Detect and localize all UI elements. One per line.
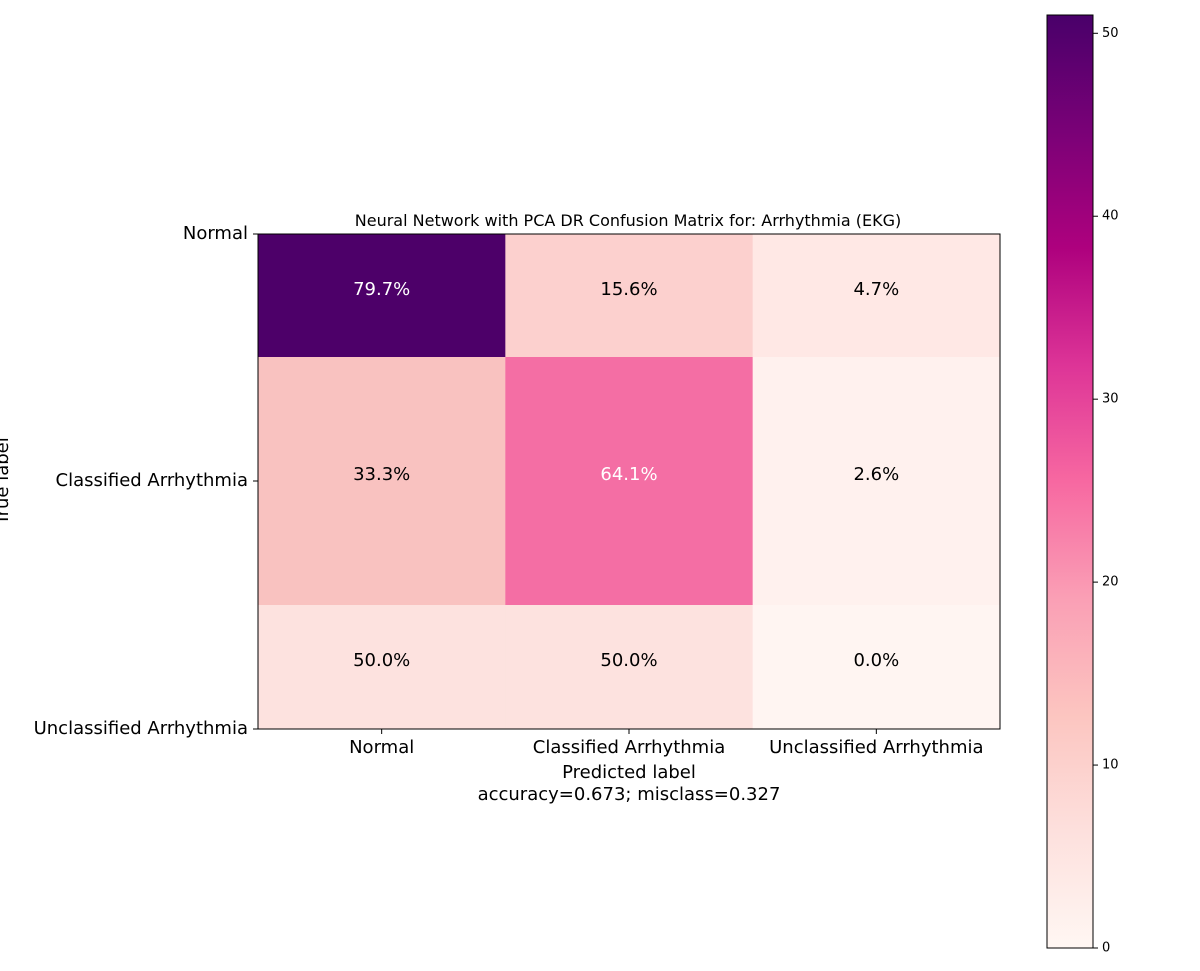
cell-value-label: 15.6% xyxy=(600,279,657,300)
colorbar: 0 10 20 30 40 50 xyxy=(1046,14,1119,956)
heatmap-cells xyxy=(258,234,1001,730)
cell-value-label: 2.6% xyxy=(853,464,899,485)
heatmap-cell xyxy=(752,357,1001,606)
cell-value-label: 50.0% xyxy=(600,650,657,671)
x-axis-ticks: Normal Classified Arrhythmia Unclassified … xyxy=(349,729,984,758)
heatmap-cell-labels: 79.7% 15.6% 4.7% 33.3% 64.1% 2.6% 50.0% 50.0% 0.… xyxy=(353,279,899,671)
y-axis-ticks: Normal Classified Arrhythmia Unclassified … xyxy=(34,223,258,739)
heatmap-cell xyxy=(258,605,506,730)
y-axis-label: True label xyxy=(0,437,13,526)
cell-value-label: 50.0% xyxy=(353,650,410,671)
colorbar-tick-label: 0 xyxy=(1102,941,1110,956)
heatmap-cell xyxy=(258,357,506,606)
heatmap-cell xyxy=(752,605,1001,730)
colorbar-gradient xyxy=(1046,14,1094,949)
heatmap-cell xyxy=(258,234,506,358)
cell-value-label: 0.0% xyxy=(853,650,899,671)
heatmap-cell xyxy=(752,234,1001,358)
y-tick-label: Unclassified Arrhythmia xyxy=(34,718,248,739)
colorbar-tick-label: 30 xyxy=(1102,392,1119,407)
x-tick-label: Classified Arrhythmia xyxy=(533,737,726,758)
heatmap-cell xyxy=(505,605,754,730)
x-axis-note: accuracy=0.673; misclass=0.327 xyxy=(478,784,781,805)
cell-value-label: 33.3% xyxy=(353,464,410,485)
cell-value-label: 79.7% xyxy=(353,279,410,300)
colorbar-tick-label: 50 xyxy=(1102,26,1119,41)
y-tick-label: Normal xyxy=(183,223,248,244)
heatmap-cell xyxy=(505,357,754,606)
colorbar-tick-label: 40 xyxy=(1102,209,1119,224)
x-tick-label: Unclassified Arrhythmia xyxy=(769,737,983,758)
x-axis-label: Predicted label xyxy=(562,762,696,783)
colorbar-ticks: 0 10 20 30 40 50 xyxy=(1093,26,1119,956)
cell-value-label: 64.1% xyxy=(600,464,657,485)
colorbar-tick-label: 10 xyxy=(1102,758,1119,773)
heatmap-cell xyxy=(505,234,754,358)
chart-title: Neural Network with PCA DR Confusion Mat… xyxy=(355,211,901,230)
cell-value-label: 4.7% xyxy=(853,279,899,300)
y-tick-label: Classified Arrhythmia xyxy=(56,470,249,491)
colorbar-tick-label: 20 xyxy=(1102,575,1119,590)
x-tick-label: Normal xyxy=(349,737,414,758)
